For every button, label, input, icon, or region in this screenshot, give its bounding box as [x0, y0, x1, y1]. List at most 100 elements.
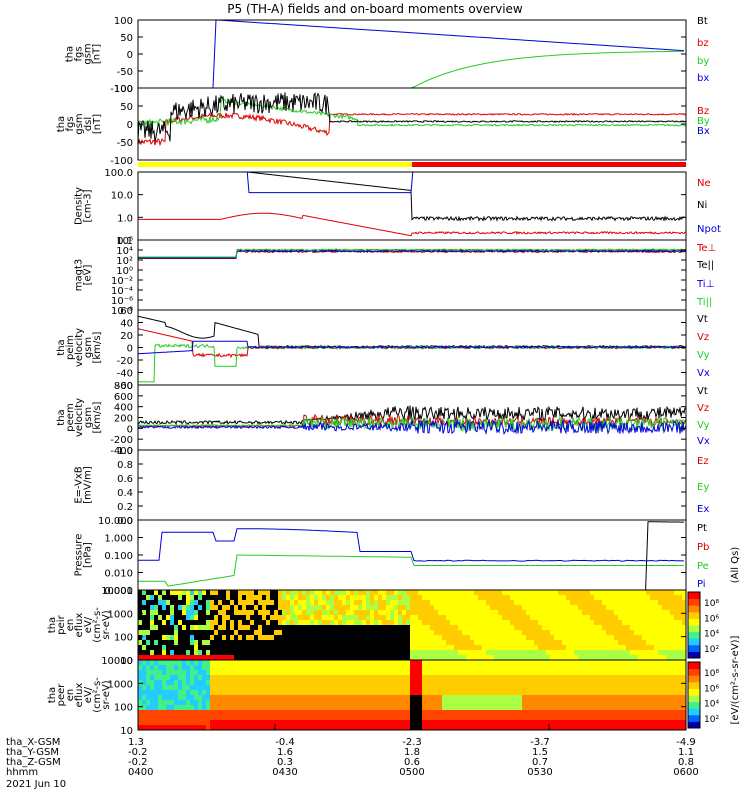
- heatmap-cell: [330, 710, 335, 716]
- legend-Vx: Vx: [697, 368, 710, 379]
- series-ivel-blue: [138, 340, 686, 355]
- heatmap-cell: [510, 635, 515, 641]
- heatmap-cell: [674, 725, 679, 730]
- heatmap-cell: [450, 625, 455, 631]
- heatmap-cell: [262, 670, 267, 676]
- heatmap-cell: [162, 595, 167, 601]
- legend-Bx: Bx: [697, 126, 710, 137]
- xtick-label: 1.8: [404, 747, 420, 758]
- heatmap-cell: [634, 620, 639, 626]
- heatmap-cell: [554, 640, 559, 646]
- heatmap-cell: [470, 680, 475, 686]
- heatmap-cell: [266, 630, 271, 636]
- heatmap-cell: [630, 645, 635, 651]
- heatmap-cell: [398, 690, 403, 696]
- heatmap-cell: [306, 710, 311, 716]
- heatmap-cell: [226, 680, 231, 686]
- heatmap-cell: [366, 655, 371, 660]
- heatmap-cell: [214, 610, 219, 616]
- legend-by: by: [697, 56, 709, 67]
- heatmap-cell: [558, 615, 563, 621]
- heatmap-cell: [214, 700, 219, 706]
- heatmap-cell: [474, 595, 479, 601]
- heatmap-cell: [202, 645, 207, 651]
- heatmap-cell: [554, 635, 559, 641]
- heatmap-cell: [430, 590, 435, 596]
- heatmap-cell: [362, 640, 367, 646]
- heatmap-cell: [334, 630, 339, 636]
- heatmap-cell: [174, 715, 179, 721]
- heatmap-cell: [350, 625, 355, 631]
- heatmap-cell: [146, 700, 151, 706]
- heatmap-cell: [374, 625, 379, 631]
- heatmap-cell: [594, 695, 599, 701]
- heatmap-cell: [602, 685, 607, 691]
- heatmap-cell: [534, 590, 539, 596]
- heatmap-cell: [146, 590, 151, 596]
- heatmap-cell: [170, 650, 175, 656]
- heatmap-cell: [538, 670, 543, 676]
- heatmap-cell: [658, 675, 663, 681]
- heatmap-cell: [602, 700, 607, 706]
- heatmap-cell: [662, 640, 667, 646]
- heatmap-cell: [382, 680, 387, 686]
- ylabel-line: sr-eV): [101, 610, 112, 639]
- heatmap-cell: [522, 695, 527, 701]
- heatmap-cell: [394, 640, 399, 646]
- heatmap-cell: [514, 715, 519, 721]
- heatmap-cell: [650, 645, 655, 651]
- heatmap-cell: [382, 600, 387, 606]
- heatmap-cell: [418, 600, 423, 606]
- heatmap-cell: [522, 645, 527, 651]
- heatmap-cell: [206, 720, 211, 726]
- heatmap-cell: [478, 625, 483, 631]
- heatmap-cell: [502, 615, 507, 621]
- heatmap-cell: [486, 655, 491, 660]
- heatmap-cell: [422, 700, 427, 706]
- heatmap-cell: [462, 715, 467, 721]
- heatmap-cell: [190, 635, 195, 641]
- heatmap-cell: [334, 675, 339, 681]
- heatmap-cell: [558, 675, 563, 681]
- heatmap-cell: [458, 645, 463, 651]
- heatmap-cell: [318, 620, 323, 626]
- heatmap-cell: [670, 630, 675, 636]
- heatmap-cell: [394, 675, 399, 681]
- heatmap-cell: [138, 635, 143, 641]
- heatmap-cell: [386, 605, 391, 611]
- heatmap-cell: [410, 715, 415, 721]
- heatmap-cell: [454, 720, 459, 726]
- heatmap-cell: [422, 610, 427, 616]
- heatmap-cell: [194, 705, 199, 711]
- heatmap-cell: [634, 675, 639, 681]
- heatmap-cell: [666, 660, 671, 666]
- heatmap-cell: [242, 590, 247, 596]
- heatmap-cell: [570, 640, 575, 646]
- heatmap-cell: [510, 640, 515, 646]
- heatmap-cell: [646, 695, 651, 701]
- heatmap-cell: [566, 700, 571, 706]
- heatmap-cell: [562, 620, 567, 626]
- heatmap-cell: [190, 705, 195, 711]
- colorbar-band: [688, 611, 700, 619]
- heatmap-cell: [590, 620, 595, 626]
- heatmap-cell: [378, 705, 383, 711]
- heatmap-cell: [582, 630, 587, 636]
- heatmap-cell: [638, 620, 643, 626]
- heatmap-cell: [522, 705, 527, 711]
- heatmap-cell: [682, 650, 686, 656]
- heatmap-cell: [530, 610, 535, 616]
- heatmap-cell: [642, 625, 647, 631]
- heatmap-cell: [490, 635, 495, 641]
- heatmap-cell: [606, 610, 611, 616]
- heatmap-cell: [682, 725, 686, 730]
- heatmap-cell: [562, 710, 567, 716]
- heatmap-cell: [610, 630, 615, 636]
- heatmap-cell: [638, 695, 643, 701]
- heatmap-cell: [482, 610, 487, 616]
- heatmap-cell: [290, 680, 295, 686]
- xtick-label: 0500: [399, 767, 424, 778]
- heatmap-cell: [198, 620, 203, 626]
- heatmap-cell: [266, 695, 271, 701]
- heatmap-cell: [622, 705, 627, 711]
